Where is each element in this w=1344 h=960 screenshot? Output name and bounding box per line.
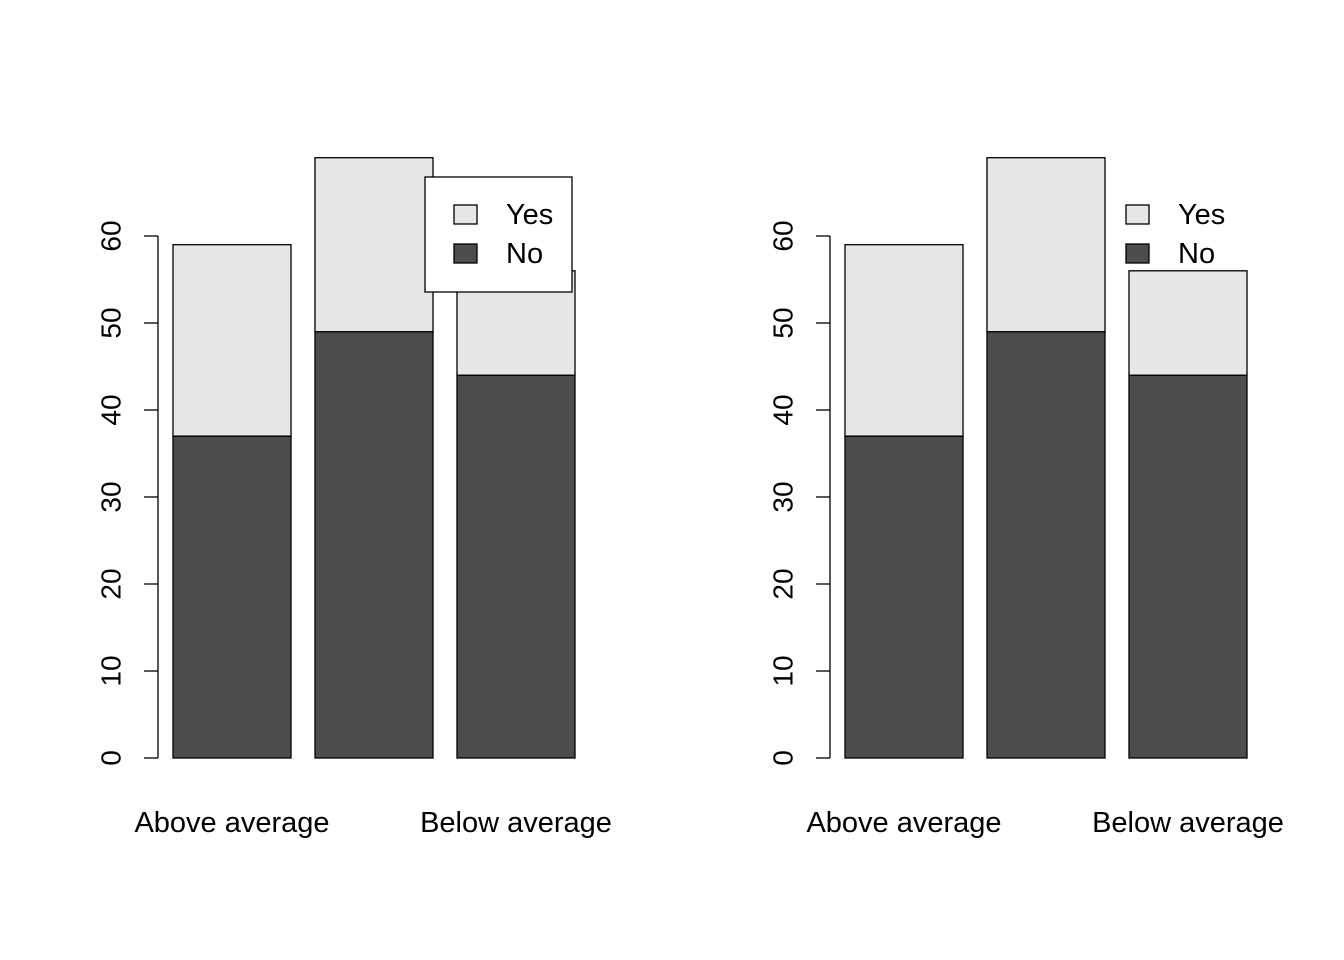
bar-segment-yes <box>986 157 1106 333</box>
y-tick-label: 60 <box>768 220 799 251</box>
y-tick-label: 50 <box>768 307 799 338</box>
y-tick-label: 10 <box>768 655 799 686</box>
y-tick-label: 20 <box>768 568 799 599</box>
x-tick-label: Below average <box>420 807 612 839</box>
bar-segment-no <box>456 374 576 759</box>
x-tick-label: Above average <box>134 807 329 839</box>
y-tick-label: 0 <box>768 750 799 766</box>
legend-swatch-no <box>1125 243 1150 264</box>
y-tick-label: 0 <box>96 750 127 766</box>
left-bar-chart: 0 10 20 30 40 50 60 Above average Below average Y… <box>96 157 612 839</box>
bar-segment-no <box>172 435 292 759</box>
bar-segment-yes <box>844 244 964 437</box>
legend-swatch-yes <box>1125 204 1150 225</box>
bar-segment-no <box>1128 374 1248 759</box>
legend-label: No <box>506 238 543 270</box>
bar-segment-no <box>986 331 1106 759</box>
x-tick-label: Below average <box>1092 807 1284 839</box>
x-tick-label: Above average <box>806 807 1001 839</box>
legend-box <box>424 176 573 293</box>
bar-segment-no <box>844 435 964 759</box>
bar-segment-yes <box>314 157 434 333</box>
legend-label: Yes <box>506 199 553 231</box>
y-tick-label: 40 <box>768 394 799 425</box>
right-bar-chart: 0 10 20 30 40 50 60 Above average Below average Y… <box>768 157 1284 839</box>
y-tick-label: 30 <box>768 481 799 512</box>
y-tick-label: 20 <box>96 568 127 599</box>
legend-swatch-no <box>453 243 478 264</box>
bar-segment-yes <box>172 244 292 437</box>
y-tick-label: 30 <box>96 481 127 512</box>
y-tick-label: 60 <box>96 220 127 251</box>
y-tick-label: 40 <box>96 394 127 425</box>
bar-segment-no <box>314 331 434 759</box>
legend-label: Yes <box>1178 199 1225 231</box>
bar-segment-yes <box>1128 270 1248 376</box>
legend-swatch-yes <box>453 204 478 225</box>
y-tick-label: 10 <box>96 655 127 686</box>
legend-label: No <box>1178 238 1215 270</box>
y-tick-label: 50 <box>96 307 127 338</box>
